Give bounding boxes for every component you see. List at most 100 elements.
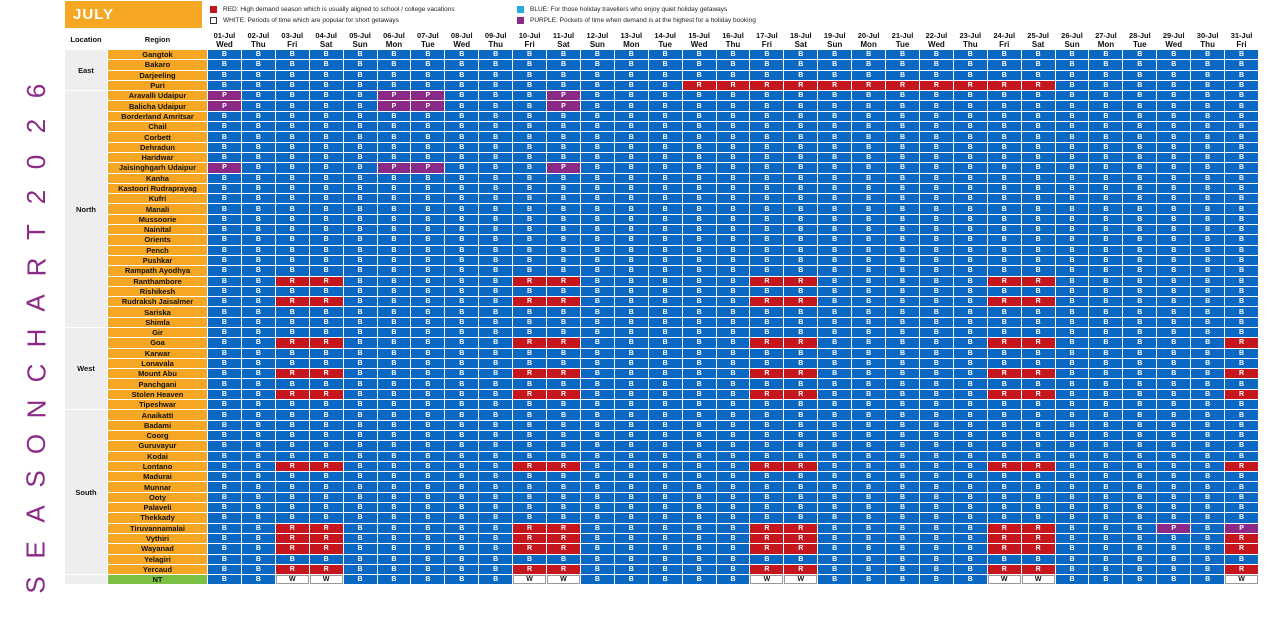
season-cell: B [818, 286, 852, 297]
season-cell: B [479, 286, 513, 297]
season-cell: B [1191, 173, 1225, 183]
season-cell: B [275, 122, 309, 132]
season-cell: B [919, 379, 953, 389]
season-cell: B [852, 513, 886, 523]
season-cell: B [716, 461, 750, 472]
date-header: 20-Jul Mon [852, 30, 886, 49]
season-cell: B [208, 194, 241, 204]
season-cell: B [309, 152, 343, 163]
season-cell: B [852, 575, 886, 585]
season-cell: B [1225, 327, 1258, 338]
season-cell: B [513, 472, 547, 482]
season-cell: B [513, 317, 547, 327]
season-cell: B [411, 286, 445, 297]
season-cell: B [208, 183, 241, 194]
season-cell: B [580, 286, 614, 297]
season-cell: B [479, 451, 513, 461]
season-cell: B [445, 225, 479, 235]
season-cell: B [614, 338, 648, 348]
season-cell: B [275, 430, 309, 441]
season-cell: B [886, 575, 919, 585]
season-cell: B [1123, 60, 1157, 70]
title-letter: E [21, 540, 51, 559]
season-cell: B [852, 461, 886, 472]
season-cell: B [648, 503, 682, 513]
season-cell: B [208, 410, 241, 420]
season-cell: B [1021, 513, 1055, 523]
season-cell: B [1123, 492, 1157, 503]
season-cell: B [682, 142, 716, 152]
season-cell: B [377, 492, 411, 503]
season-cell: B [852, 430, 886, 441]
season-cell: B [547, 194, 580, 204]
season-cell: B [784, 122, 818, 132]
season-cell: B [886, 122, 919, 132]
season-cell: B [275, 101, 309, 111]
season-cell: B [919, 503, 953, 513]
season-cell: B [682, 492, 716, 503]
season-cell: B [309, 60, 343, 70]
season-cell: B [1123, 451, 1157, 461]
season-cell: B [818, 111, 852, 122]
season-cell: B [309, 194, 343, 204]
season-cell: B [987, 410, 1021, 420]
season-cell: B [1089, 513, 1123, 523]
weekday-label: Wed [690, 39, 708, 49]
season-cell: R [1021, 389, 1055, 400]
season-cell: B [1089, 389, 1123, 400]
season-cell: R [513, 564, 547, 575]
season-cell: B [241, 255, 275, 266]
region-name: Chail [108, 122, 207, 132]
season-cell: B [648, 307, 682, 317]
season-cell: B [818, 369, 852, 379]
season-cell: B [852, 523, 886, 533]
season-cell: B [241, 122, 275, 132]
season-cell: B [987, 91, 1021, 101]
season-cell: B [343, 379, 377, 389]
season-cell: B [1191, 60, 1225, 70]
season-cell: B [1089, 80, 1123, 91]
season-cell: B [309, 472, 343, 482]
season-cell: B [682, 50, 716, 60]
season-cell: B [919, 286, 953, 297]
season-cell: B [1157, 564, 1191, 575]
date-label: 07-Jul [417, 30, 439, 40]
season-cell: B [852, 420, 886, 430]
date-header: 21-Jul Tue [886, 30, 919, 49]
season-cell: B [784, 420, 818, 430]
season-cell: B [648, 533, 682, 544]
region-name: Borderland Amritsar [108, 111, 207, 122]
season-cell: B [716, 472, 750, 482]
location-cell: East [65, 50, 107, 91]
season-cell: B [208, 441, 241, 451]
season-cell: B [377, 60, 411, 70]
season-cell: B [987, 194, 1021, 204]
season-cell: R [309, 276, 343, 286]
season-cell: B [479, 482, 513, 492]
season-cell: B [1225, 80, 1258, 91]
season-cell: B [343, 163, 377, 173]
season-cell: B [716, 276, 750, 286]
season-cell: B [309, 410, 343, 420]
season-cell: B [818, 255, 852, 266]
season-cell: R [784, 369, 818, 379]
season-cell: B [275, 132, 309, 142]
season-cell: B [513, 183, 547, 194]
season-cell: B [614, 369, 648, 379]
season-cell: B [580, 358, 614, 369]
season-cell: B [445, 317, 479, 327]
season-cell: B [513, 379, 547, 389]
season-cell: B [1089, 451, 1123, 461]
season-cell: R [750, 461, 784, 472]
season-cell: W [987, 575, 1021, 585]
region-name: Corbett [108, 132, 207, 142]
season-cell: B [343, 358, 377, 369]
season-cell: B [1191, 194, 1225, 204]
season-cell: B [208, 389, 241, 400]
season-cell: B [241, 348, 275, 358]
season-cell: B [208, 379, 241, 389]
season-cell: B [1055, 317, 1089, 327]
season-cell: B [445, 575, 479, 585]
season-cell: B [343, 451, 377, 461]
season-cell: B [1021, 441, 1055, 451]
